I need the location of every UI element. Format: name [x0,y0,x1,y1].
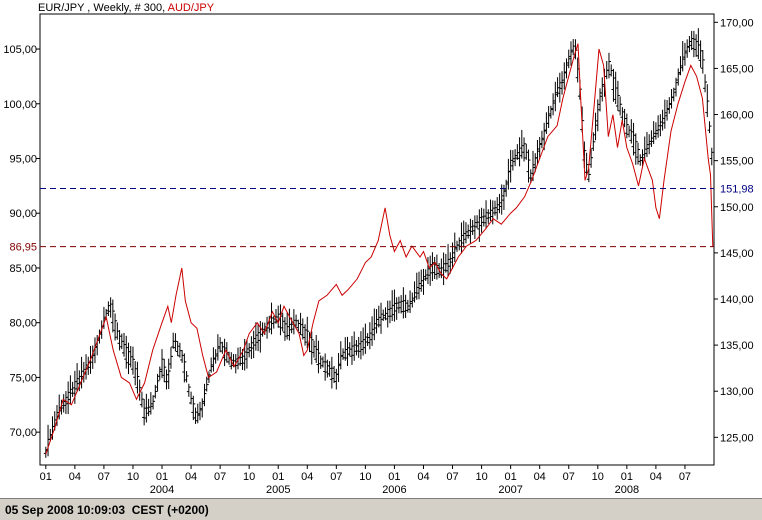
x-axis-tick-label: 10 [592,471,604,483]
plot-area: 70,00 75,00 80,00 85,00 90,00 95,00 100,00 105,… [2,13,759,496]
reference-label-box [715,181,759,196]
reference-label-right: 151,98 [720,183,754,195]
x-axis-tick-label: 10 [359,471,371,483]
x-axis-tick-label: 07 [98,471,110,483]
x-axis-tick-label: 10 [475,471,487,483]
x-axis-tick-label: 04 [417,471,429,483]
left-axis-tick-label: 85,00 [9,263,37,275]
reference-label-left: 86,95 [9,242,37,254]
x-axis-tick-label: 07 [446,471,458,483]
right-axis-tick-label: 160,00 [720,110,754,122]
right-axis-tick-label: 170,00 [720,17,754,29]
right-axis-tick-label: 150,00 [720,202,754,214]
right-axis-tick-label: 165,00 [720,63,754,75]
right-axis-tick-label: 135,00 [720,340,754,352]
chart-title: EUR/JPY , Weekly, # 300, AUD/JPY [38,2,215,14]
left-axis-tick-label: 80,00 [9,318,37,330]
left-axis-tick-label: 105,00 [3,44,37,56]
chart-background [0,0,762,498]
x-axis-tick-label: 04 [650,471,662,483]
right-axis-tick-label: 145,00 [720,248,754,260]
x-axis-tick-label: 07 [679,471,691,483]
status-bar: 05 Sep 2008 10:09:03 CEST (+0200) [0,498,762,520]
left-axis-tick-label: 95,00 [9,153,37,165]
x-axis-tick-label: 04 [185,471,197,483]
x-axis-tick-label: 10 [243,471,255,483]
x-axis-tick-label: 07 [563,471,575,483]
right-axis-tick-label: 140,00 [720,294,754,306]
x-axis-year-label: 2004 [150,484,174,496]
left-axis-tick-label: 70,00 [9,427,37,439]
chart-title-instrument: EUR/JPY , Weekly, # 300, [38,2,168,14]
x-axis-tick-label: 01 [505,471,517,483]
series-line-audjpy [45,43,714,455]
left-axis-tick-label: 90,00 [9,208,37,220]
x-axis-tick-label: 10 [127,471,139,483]
x-axis-tick-label: 07 [330,471,342,483]
left-axis-tick-label: 100,00 [3,99,37,111]
x-axis-tick-label: 07 [214,471,226,483]
x-axis-tick-label: 01 [272,471,284,483]
x-axis-tick-label: 04 [534,471,546,483]
x-axis-year-label: 2007 [498,484,522,496]
right-axis-tick-label: 130,00 [720,386,754,398]
right-axis-tick-label: 155,00 [720,156,754,168]
x-axis-year-label: 2008 [615,484,639,496]
x-axis-tick-label: 01 [621,471,633,483]
left-axis-tick-label: 75,00 [9,372,37,384]
chart-title-overlay-symbol: AUD/JPY [168,2,215,14]
right-axis-tick-label: 125,00 [720,432,754,444]
x-axis-tick-label: 01 [388,471,400,483]
x-axis-tick-label: 04 [301,471,313,483]
x-axis-tick-label: 01 [40,471,52,483]
x-axis-year-label: 2005 [266,484,290,496]
plot-frame [39,13,715,466]
status-timestamp: 05 Sep 2008 10:09:03 CEST (+0200) [5,503,209,517]
reference-label-box [2,239,39,254]
series-line-path [45,43,714,455]
chart: EUR/JPY , Weekly, # 300, AUD/JPY 70,00 75… [0,0,762,498]
x-axis-tick-label: 04 [69,471,81,483]
x-axis-tick-label: 01 [156,471,168,483]
x-axis-year-label: 2006 [382,484,406,496]
